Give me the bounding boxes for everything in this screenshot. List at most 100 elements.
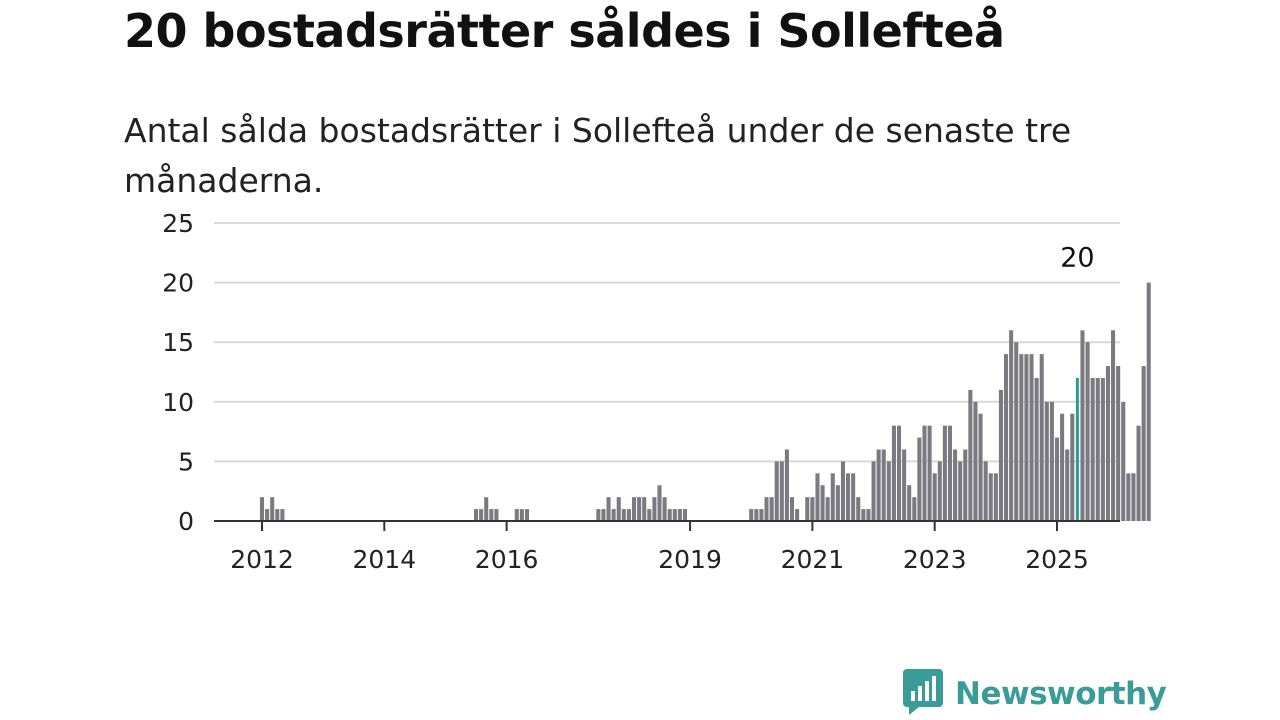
bar [917, 437, 922, 521]
bar [1014, 342, 1019, 521]
bar [825, 497, 830, 521]
bar [856, 497, 861, 521]
bar [1065, 449, 1070, 521]
bar [1095, 377, 1100, 521]
bar [682, 509, 688, 521]
bar [805, 497, 810, 521]
bar [1049, 401, 1054, 521]
bar [891, 425, 896, 521]
x-tick-label: 2016 [475, 545, 539, 574]
bar [1024, 354, 1029, 521]
bar [1141, 366, 1146, 521]
bar [754, 509, 759, 521]
bar [596, 509, 601, 521]
bar [932, 473, 937, 521]
bar [815, 473, 820, 521]
bar [1105, 366, 1110, 521]
chart-title: 20 bostadsrätter såldes i Sollefteå [124, 4, 1005, 58]
bar [876, 449, 881, 521]
bar [846, 473, 851, 521]
bar [1085, 342, 1090, 521]
bar [759, 509, 764, 521]
bar [810, 497, 815, 521]
y-tick-label: 5 [178, 447, 194, 476]
newsworthy-brand[interactable]: Newsworthy [903, 669, 1167, 717]
bar [631, 497, 637, 521]
bar [1131, 473, 1136, 521]
bar [886, 461, 891, 521]
bar [861, 509, 866, 521]
bar [902, 449, 907, 521]
bar [667, 509, 672, 521]
bar [871, 461, 876, 521]
bar [1121, 401, 1126, 521]
bar [958, 461, 963, 521]
bar [1100, 377, 1105, 521]
bar [494, 509, 499, 521]
bar [479, 509, 484, 521]
bar [611, 509, 616, 521]
bar [484, 497, 489, 521]
bar [519, 509, 524, 521]
bar [983, 461, 988, 521]
highlight-value-label: 20 [1060, 243, 1094, 274]
bar [922, 425, 927, 521]
bar [749, 509, 754, 521]
bar [835, 485, 840, 521]
bar [942, 425, 947, 521]
bar [1116, 366, 1121, 521]
bar [524, 509, 530, 521]
bar [963, 449, 968, 521]
bar [830, 473, 835, 521]
x-tick-label: 2023 [903, 545, 967, 574]
bar [672, 509, 677, 521]
bar [601, 509, 606, 521]
x-tick-label: 2021 [781, 545, 845, 574]
bar [1019, 354, 1024, 521]
bar [270, 497, 275, 521]
bar [1044, 401, 1049, 521]
bar [1146, 282, 1151, 521]
bar [1111, 330, 1116, 521]
bar [866, 509, 871, 521]
brand-name: Newsworthy [955, 676, 1167, 712]
bar [789, 497, 795, 521]
bar [616, 497, 621, 521]
bar [1090, 377, 1095, 521]
bar [514, 509, 519, 521]
bar [907, 485, 912, 521]
x-tick-label: 2025 [1025, 545, 1089, 574]
x-tick-label: 2014 [352, 545, 416, 574]
bar [474, 509, 479, 521]
bar [642, 497, 647, 521]
bar [489, 509, 494, 521]
bar [993, 473, 998, 521]
bar [968, 389, 973, 521]
bar [973, 401, 978, 521]
bar [275, 509, 280, 521]
bar [662, 497, 667, 521]
bar [881, 449, 886, 521]
bar [1070, 413, 1075, 521]
bar [927, 425, 932, 521]
bar [1060, 413, 1065, 521]
bar [947, 425, 953, 521]
bar [677, 509, 682, 521]
bar [621, 509, 626, 521]
bar [647, 509, 652, 521]
bar [1004, 354, 1009, 521]
bar [764, 497, 769, 521]
y-tick-label: 15 [162, 328, 194, 357]
chart-subtitle: Antal sålda bostadsrätter i Sollefteå un… [124, 111, 1072, 200]
x-tick-label: 2019 [658, 545, 722, 574]
y-tick-label: 20 [162, 269, 194, 298]
bar [912, 497, 917, 521]
bar [1126, 473, 1131, 521]
bar [657, 485, 662, 521]
bar [840, 461, 845, 521]
bar [953, 449, 958, 521]
bar [784, 449, 789, 521]
highlight-bar [1075, 377, 1079, 521]
bar [978, 413, 983, 521]
bar [1136, 425, 1141, 521]
